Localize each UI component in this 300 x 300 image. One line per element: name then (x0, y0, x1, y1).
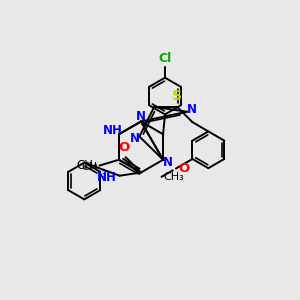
Text: O: O (118, 141, 130, 154)
Text: 3: 3 (100, 170, 105, 179)
Text: N: N (136, 110, 146, 123)
Text: S: S (172, 89, 182, 103)
Text: O: O (178, 162, 190, 175)
Text: N: N (187, 103, 196, 116)
Text: N: N (130, 132, 140, 146)
Text: CH: CH (81, 162, 97, 172)
Text: CH₃: CH₃ (163, 172, 184, 182)
Text: CH₃: CH₃ (76, 159, 98, 172)
Text: NH: NH (103, 124, 123, 137)
Text: NH: NH (97, 171, 117, 184)
Text: N: N (163, 156, 172, 169)
Text: Cl: Cl (158, 52, 172, 65)
